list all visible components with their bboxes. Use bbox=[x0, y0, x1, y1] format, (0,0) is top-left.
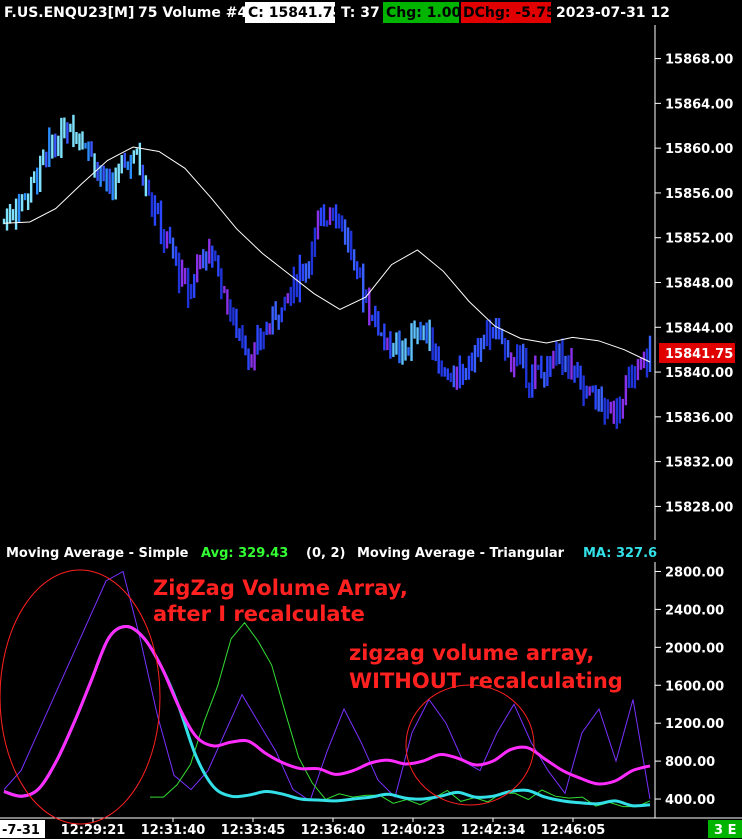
badge-label: 3 E bbox=[714, 823, 736, 838]
annotation-after-line2: after I recalculate bbox=[153, 602, 365, 626]
symbol-label: F.US.ENQU23[M] bbox=[4, 5, 134, 21]
ma-simple-label: Moving Average - Simple bbox=[6, 546, 189, 561]
volume-tick-label: 2000.00 bbox=[665, 641, 724, 656]
price-tick-label: 15828.00 bbox=[665, 500, 733, 515]
annotation-without-line2: WITHOUT recalculating bbox=[349, 669, 623, 693]
annotation-circle-right bbox=[405, 684, 535, 806]
time-tick-label: 12:31:40 bbox=[141, 823, 206, 838]
volume-tick-label: 1600.00 bbox=[665, 679, 724, 694]
last-price-marker-bg bbox=[659, 343, 735, 363]
study-header: Moving Average - Simple Avg: 329.43 (0, … bbox=[6, 546, 657, 561]
price-tick-label: 15864.00 bbox=[665, 97, 733, 112]
ma-value-label: MA: 327.6 bbox=[583, 546, 657, 561]
date-label: 2023-07-31 12 bbox=[556, 5, 670, 21]
price-tick-label: 15848.00 bbox=[665, 277, 733, 292]
price-tick-label: 15856.00 bbox=[665, 187, 733, 202]
price-bars bbox=[2, 114, 652, 429]
price-tick-label: 15844.00 bbox=[665, 321, 733, 336]
close-label: C: 15841.75 bbox=[248, 5, 342, 21]
date-stub-bg bbox=[0, 820, 45, 838]
badge-bg bbox=[708, 820, 742, 838]
chg-label-bg bbox=[383, 2, 459, 23]
chart-description: 75 Volume #4 bbox=[138, 5, 247, 21]
ticks-label: T: 37 bbox=[341, 5, 380, 21]
volume-magenta-line bbox=[3, 624, 651, 798]
zigzag-volume-line bbox=[3, 570, 651, 802]
price-tick-label: 15868.00 bbox=[665, 53, 733, 68]
dchg-label-bg bbox=[461, 2, 551, 23]
volume-tick-label: 400.00 bbox=[665, 793, 715, 808]
last-price-marker: 15841.75 bbox=[665, 347, 733, 362]
volume-green-line bbox=[150, 621, 651, 808]
params-label: (0, 2) bbox=[306, 546, 345, 561]
annotation-circle-left bbox=[0, 569, 161, 825]
price-tick-label: 15852.00 bbox=[665, 232, 733, 247]
price-tick-label: 15840.00 bbox=[665, 366, 733, 381]
time-tick-label: 12:29:21 bbox=[61, 823, 126, 838]
annotation-after-line1: ZigZag Volume Array, bbox=[153, 576, 408, 600]
time-tick-label: 12:46:05 bbox=[541, 823, 606, 838]
date-stub: -7-31 bbox=[2, 823, 40, 838]
price-axis: 15868.00 15864.00 15860.00 15856.00 15852.00… bbox=[655, 53, 733, 515]
time-axis: 12:29:21 12:31:40 12:33:45 12:36:40 12:40:23… bbox=[61, 818, 606, 838]
time-tick-label: 12:40:23 bbox=[381, 823, 446, 838]
price-moving-average-line bbox=[3, 146, 651, 363]
volume-tick-label: 1200.00 bbox=[665, 717, 724, 732]
price-tick-label: 15860.00 bbox=[665, 142, 733, 157]
annotation-without-line1: zigzag volume array, bbox=[349, 641, 594, 665]
close-label-bg bbox=[245, 2, 335, 23]
time-tick-label: 12:33:45 bbox=[221, 823, 286, 838]
volume-axis: 2800.00 2400.00 2000.00 1600.00 1200.00 800.0… bbox=[655, 565, 724, 808]
volume-tick-label: 2400.00 bbox=[665, 603, 724, 618]
volume-tick-label: 2800.00 bbox=[665, 565, 724, 580]
chg-label: Chg: 1.00 bbox=[386, 5, 462, 21]
ma-triangular-label: Moving Average - Triangular bbox=[357, 546, 565, 561]
time-tick-label: 12:36:40 bbox=[301, 823, 366, 838]
chart-header: F.US.ENQU23[M] 75 Volume #4 C: 15841.75 … bbox=[4, 2, 670, 23]
price-tick-label: 15832.00 bbox=[665, 456, 733, 471]
time-tick-label: 12:42:34 bbox=[461, 823, 526, 838]
volume-tick-label: 800.00 bbox=[665, 755, 715, 770]
dchg-label: DChg: -5.75 bbox=[463, 5, 556, 21]
avg-value-label: Avg: 329.43 bbox=[201, 546, 288, 561]
price-tick-label: 15836.00 bbox=[665, 411, 733, 426]
